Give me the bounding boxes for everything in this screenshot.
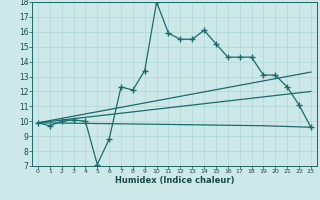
X-axis label: Humidex (Indice chaleur): Humidex (Indice chaleur): [115, 176, 234, 185]
